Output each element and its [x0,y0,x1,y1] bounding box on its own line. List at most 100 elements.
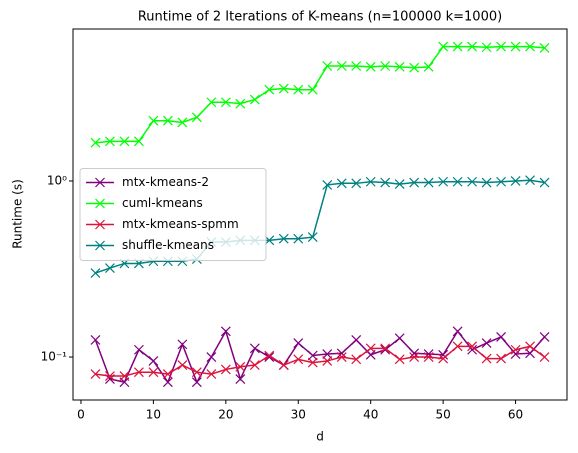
marker [380,61,391,71]
legend-label: mtx-kmeans-spmm [122,217,239,231]
marker [525,175,535,186]
series-line [95,179,545,274]
marker [264,350,275,361]
marker [539,332,550,342]
marker [148,356,159,366]
marker [220,364,231,375]
marker [90,268,101,278]
marker [365,176,376,187]
marker [206,352,217,362]
marker [322,356,333,366]
marker [264,352,275,362]
marker [539,352,550,362]
legend-marker [95,219,105,230]
marker [235,374,246,384]
marker [307,350,318,361]
marker [467,176,478,187]
legend-label: mtx-kmeans-2 [122,175,209,189]
marker [423,61,434,72]
marker [307,232,318,243]
legend-box [79,168,267,261]
legend-label: shuffle-kmeans [122,238,214,252]
x-tick-label: 0 [77,408,85,422]
marker [351,335,362,345]
marker [191,367,202,378]
marker [409,352,420,362]
marker [264,84,275,95]
marker [496,176,507,187]
marker [235,98,246,109]
marker [119,371,130,381]
marker [496,41,507,52]
marker [293,354,304,365]
marker [409,177,420,188]
marker [394,61,405,72]
marker [322,179,333,190]
chart-title: Runtime of 2 Iterations of K-means (n=10… [138,10,502,25]
x-tick-label: 20 [218,408,233,422]
marker [191,377,202,388]
x-tick-label: 40 [363,408,378,422]
marker [336,178,347,189]
y-tick-label: 10⁰ [47,173,67,187]
marker [438,353,449,364]
series-line [95,345,545,377]
marker [278,233,289,244]
marker [162,369,173,380]
x-tick-label: 50 [435,408,450,422]
marker [133,344,144,355]
marker [177,339,188,350]
marker [351,178,362,189]
marker [133,367,144,378]
marker [307,84,318,95]
marker [380,177,391,188]
marker [177,360,188,371]
marker [133,136,144,147]
marker [452,176,463,187]
marker [409,62,420,73]
marker [380,344,391,355]
marker [162,377,173,388]
marker [452,41,463,52]
x-tick-label: 10 [146,408,161,422]
marker [191,112,202,123]
marker [293,338,304,349]
marker [322,61,333,71]
marker [105,263,115,274]
marker [351,354,362,365]
marker [249,360,260,371]
marker [162,115,173,126]
marker [539,42,550,53]
marker [105,136,115,147]
marker [496,332,507,342]
legend-marker [95,198,105,209]
marker [278,83,289,94]
marker [525,348,535,359]
marker [336,348,347,359]
marker [90,369,101,380]
marker [206,369,217,380]
marker [235,361,246,372]
marker [351,61,362,71]
marker [525,341,535,352]
marker [220,97,231,108]
marker [481,353,492,364]
marker [510,176,521,186]
series-line [95,45,545,144]
legend-marker [95,240,105,251]
legend-marker [95,177,105,188]
marker [278,360,289,371]
marker [336,352,347,362]
plot-frame [72,28,568,401]
legend-label: cuml-kmeans [122,196,203,210]
marker [293,233,304,244]
marker [438,176,449,187]
marker [525,41,535,52]
marker [365,61,376,72]
marker [467,41,478,52]
marker [394,354,405,365]
marker [438,41,449,52]
marker [105,371,115,381]
x-tick-label: 60 [508,408,523,422]
